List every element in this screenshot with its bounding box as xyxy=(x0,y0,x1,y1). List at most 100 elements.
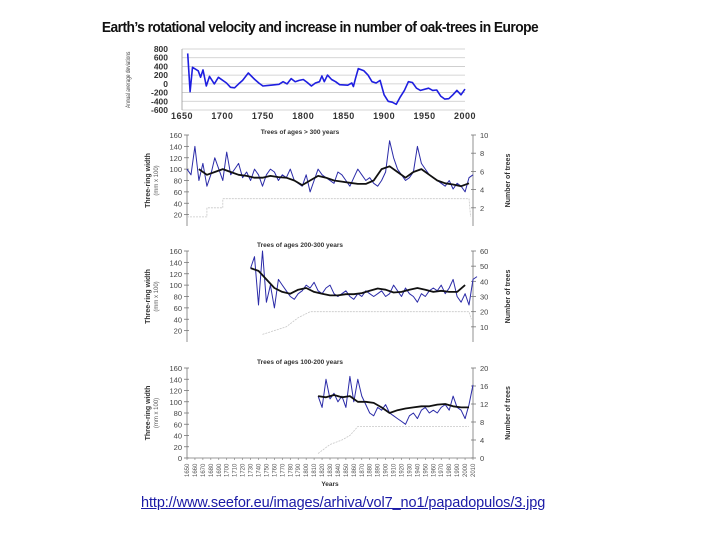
y-tick-label: 40 xyxy=(174,315,182,324)
smoothed-ring-width-line xyxy=(250,267,466,297)
source-link[interactable]: http://www.seefor.eu/images/arhiva/vol7_… xyxy=(141,495,546,511)
x-axis-label: Years xyxy=(321,481,339,488)
tree-count-line xyxy=(317,426,469,454)
y-tick-label: 120 xyxy=(169,387,182,396)
y-tick-label: 140 xyxy=(169,142,182,151)
y-tick-label: -200 xyxy=(151,88,168,98)
raw-ring-width-line xyxy=(186,140,474,193)
y2-tick-label: 20 xyxy=(480,364,488,373)
x-tick-label: 1820 xyxy=(320,463,326,477)
x-tick-label: 1970 xyxy=(439,463,445,477)
y2-tick-label: 8 xyxy=(480,149,484,158)
y-tick-label: 0 xyxy=(178,454,182,463)
x-tick-label: 1980 xyxy=(447,463,453,477)
y-tick-label: 120 xyxy=(169,270,182,279)
y2-axis-label: Number of trees xyxy=(505,154,512,208)
y-tick-label: 40 xyxy=(174,199,182,208)
x-tick-label: 1650 xyxy=(171,111,193,121)
x-tick-label: 1700 xyxy=(211,111,233,121)
x-tick-label: 1660 xyxy=(193,463,199,477)
x-tick-label: 1930 xyxy=(407,463,413,477)
x-tick-label: 1730 xyxy=(249,463,255,477)
y2-tick-label: 12 xyxy=(480,400,488,409)
y-tick-label: 40 xyxy=(174,432,182,441)
y-tick-label: 20 xyxy=(174,443,182,452)
y2-tick-label: 2 xyxy=(480,204,484,213)
y-tick-label: 60 xyxy=(174,188,182,197)
x-tick-label: 1890 xyxy=(376,463,382,477)
y2-tick-label: 8 xyxy=(480,418,484,427)
tree-count-line xyxy=(187,198,471,218)
y-axis-label: Annual average deviations xyxy=(126,51,133,108)
y-tick-label: 60 xyxy=(174,304,182,313)
x-tick-label: 1810 xyxy=(312,463,318,477)
y-tick-label: 160 xyxy=(169,131,182,140)
series-line xyxy=(186,53,466,106)
y-tick-label: 140 xyxy=(169,375,182,384)
y-tick-label: 100 xyxy=(169,398,182,407)
y-tick-label: 160 xyxy=(169,364,182,373)
y-tick-label: 0 xyxy=(163,79,168,89)
x-tick-label: 1790 xyxy=(296,463,302,477)
y2-tick-label: 10 xyxy=(480,323,488,332)
y-tick-label: 80 xyxy=(174,293,182,302)
x-tick-label: 1670 xyxy=(201,463,207,477)
x-tick-label: 2000 xyxy=(454,111,476,121)
y-axis-unit: (mm x 100) xyxy=(154,281,160,311)
x-tick-label: 1950 xyxy=(414,111,436,121)
x-tick-label: 1950 xyxy=(423,463,429,477)
y-tick-label: 20 xyxy=(174,211,182,220)
y2-tick-label: 30 xyxy=(480,293,488,302)
panel-title: Trees of ages > 300 years xyxy=(261,129,340,136)
x-tick-label: 1910 xyxy=(392,463,398,477)
y-tick-label: 20 xyxy=(174,327,182,336)
y-axis-unit: (mm x 100) xyxy=(154,165,160,195)
x-tick-label: 1720 xyxy=(241,463,247,477)
x-tick-label: 1940 xyxy=(415,463,421,477)
x-tick-label: 1850 xyxy=(344,463,350,477)
x-tick-label: 1850 xyxy=(333,111,355,121)
y-tick-label: 140 xyxy=(169,258,182,267)
slide-title: Earth’s rotational velocity and increase… xyxy=(101,19,539,36)
y-tick-label: 60 xyxy=(174,420,182,429)
x-tick-label: 1700 xyxy=(225,463,231,477)
y2-tick-label: 40 xyxy=(480,277,488,286)
x-tick-label: 1740 xyxy=(257,463,263,477)
x-tick-label: 2010 xyxy=(471,463,477,477)
y-tick-label: 120 xyxy=(169,154,182,163)
smoothed-ring-width-line xyxy=(198,165,470,188)
x-tick-label: 1880 xyxy=(368,463,374,477)
y-tick-label: 160 xyxy=(169,247,182,256)
x-tick-label: 1760 xyxy=(272,463,278,477)
panel-title: Trees of ages 100-200 years xyxy=(257,359,343,366)
y-tick-label: -600 xyxy=(151,105,168,115)
x-tick-label: 1750 xyxy=(264,463,270,477)
x-tick-label: 1800 xyxy=(304,463,310,477)
panel-title: Trees of ages 200-300 years xyxy=(257,242,343,249)
raw-ring-width-line xyxy=(317,375,474,425)
x-tick-label: 1680 xyxy=(209,463,215,477)
y-tick-label: 100 xyxy=(169,165,182,174)
x-tick-label: 2000 xyxy=(463,463,469,477)
y-tick-label: 80 xyxy=(174,177,182,186)
y2-tick-label: 4 xyxy=(480,186,484,195)
smoothed-ring-width-line xyxy=(317,394,469,414)
x-tick-label: 1900 xyxy=(373,111,395,121)
y-axis-unit: (mm x 100) xyxy=(154,398,160,428)
y2-tick-label: 50 xyxy=(480,262,488,271)
y2-axis-label: Number of trees xyxy=(505,386,512,440)
y-axis-label: Three-ring width xyxy=(145,153,152,208)
tree-count-line xyxy=(262,311,472,335)
x-tick-label: 1800 xyxy=(292,111,314,121)
y2-tick-label: 20 xyxy=(480,308,488,317)
x-tick-label: 1860 xyxy=(352,463,358,477)
y-tick-label: -400 xyxy=(151,96,168,106)
y2-tick-label: 0 xyxy=(480,454,484,463)
y2-tick-label: 10 xyxy=(480,131,488,140)
y-tick-label: 400 xyxy=(154,61,168,71)
y2-tick-label: 60 xyxy=(480,247,488,256)
y-tick-label: 80 xyxy=(174,409,182,418)
x-tick-label: 1830 xyxy=(328,463,334,477)
y2-axis-label: Number of trees xyxy=(505,270,512,324)
